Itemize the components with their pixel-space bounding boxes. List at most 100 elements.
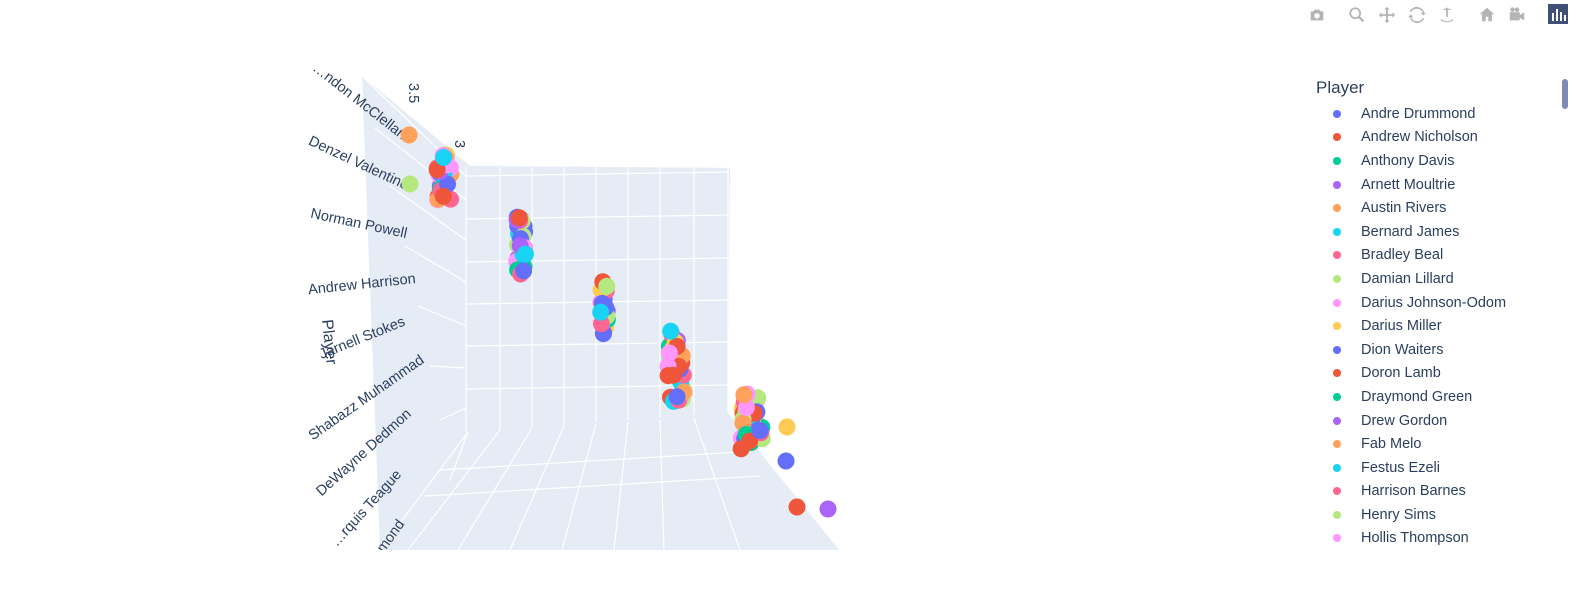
turntable-rotation-icon[interactable] — [1436, 4, 1458, 26]
legend-label: Austin Rivers — [1361, 200, 1447, 217]
data-point — [778, 418, 796, 436]
legend-swatch — [1333, 274, 1341, 283]
grid-line — [693, 417, 741, 551]
legend-item[interactable]: Austin Rivers — [1316, 196, 1556, 220]
legend-swatch — [1333, 463, 1341, 472]
data-point — [738, 399, 755, 416]
legend-item[interactable]: Festus Ezeli — [1316, 456, 1556, 480]
grid-line — [404, 245, 467, 283]
grid-line — [613, 421, 629, 551]
legend-item[interactable]: Bradley Beal — [1316, 244, 1556, 268]
legend-item[interactable]: Doron Lamb — [1316, 362, 1556, 386]
legend-swatch — [1333, 510, 1341, 519]
legend-label: Damian Lillard — [1361, 270, 1454, 287]
legend-label: Dion Waiters — [1361, 341, 1444, 358]
legend-label: Hollis Thompson — [1361, 530, 1469, 547]
legend-item[interactable]: Darius Johnson-Odom — [1316, 291, 1556, 315]
data-point — [664, 366, 682, 384]
legend: Player Andre Drummond Andrew Nicholson Ant… — [1316, 78, 1556, 550]
legend-swatch — [1333, 534, 1341, 543]
legend-swatch — [1333, 156, 1341, 165]
legend-label: Darius Johnson-Odom — [1361, 294, 1507, 311]
legend-label: Bernard James — [1361, 223, 1460, 240]
grid-line — [509, 425, 565, 551]
data-point — [751, 422, 769, 440]
legend-label: Draymond Green — [1361, 388, 1473, 405]
y-axis-title: Player — [318, 319, 340, 367]
legend-item[interactable]: Dion Waiters — [1316, 338, 1556, 362]
legend-swatch — [1333, 180, 1341, 189]
scene-clip — [0, 550, 1300, 605]
data-point — [819, 500, 837, 518]
legend-item[interactable]: Hollis Thompson — [1316, 527, 1556, 551]
legend-swatch — [1333, 298, 1341, 307]
legend-item[interactable]: Drew Gordon — [1316, 409, 1556, 433]
legend-scrollbar[interactable] — [1562, 79, 1568, 109]
legend-item[interactable]: Andrew Nicholson — [1316, 126, 1556, 150]
legend-item[interactable]: Arnett Moultrie — [1316, 173, 1556, 197]
grid-line — [457, 427, 533, 551]
data-point — [510, 209, 528, 227]
x-tick-label: 3.5 — [405, 83, 421, 103]
data-point — [400, 126, 418, 144]
x-tick-label: 3 — [451, 140, 467, 148]
legend-swatch — [1333, 369, 1341, 378]
legend-item[interactable]: Anthony Davis — [1316, 149, 1556, 173]
data-point — [662, 322, 680, 340]
pan-icon[interactable] — [1376, 4, 1398, 26]
legend-swatch — [1333, 322, 1341, 331]
y-tick-label: …ndon McClellan — [309, 60, 409, 143]
camera-icon[interactable] — [1306, 4, 1328, 26]
legend-swatch — [1333, 133, 1341, 142]
data-points — [400, 126, 837, 518]
zoom-icon[interactable] — [1346, 4, 1368, 26]
legend-items: Andre Drummond Andrew Nicholson Anthony Da… — [1316, 102, 1556, 550]
legend-label: Bradley Beal — [1361, 247, 1444, 264]
floor — [380, 412, 840, 550]
legend-item[interactable]: Fab Melo — [1316, 432, 1556, 456]
legend-swatch — [1333, 345, 1341, 354]
modebar — [1306, 4, 1536, 26]
plotly-logo-icon[interactable] — [1548, 4, 1568, 24]
grid-line — [429, 365, 467, 369]
legend-swatch — [1333, 440, 1341, 449]
data-point — [598, 277, 616, 295]
legend-item[interactable]: Harrison Barnes — [1316, 480, 1556, 504]
legend-label: Andrew Nicholson — [1361, 129, 1478, 146]
data-point — [516, 245, 534, 263]
grid-line — [659, 419, 665, 551]
legend-label: Anthony Davis — [1361, 152, 1455, 169]
orbit-rotation-icon[interactable] — [1406, 4, 1428, 26]
legend-item[interactable]: Draymond Green — [1316, 385, 1556, 409]
camera-last-save-icon[interactable] — [1506, 4, 1528, 26]
grid-line — [389, 185, 467, 241]
legend-item[interactable]: Bernard James — [1316, 220, 1556, 244]
legend-swatch — [1333, 251, 1341, 260]
legend-swatch — [1333, 487, 1341, 496]
legend-label: Darius Miller — [1361, 318, 1442, 335]
data-point — [788, 498, 806, 516]
legend-label: Festus Ezeli — [1361, 459, 1440, 476]
legend-swatch — [1333, 227, 1341, 236]
legend-label: Henry Sims — [1361, 506, 1436, 523]
legend-item[interactable]: Darius Miller — [1316, 314, 1556, 338]
grid-line — [417, 305, 467, 327]
data-point — [735, 386, 753, 404]
grid-line — [439, 407, 467, 421]
data-point — [434, 187, 452, 205]
data-point — [660, 344, 678, 362]
legend-title: Player — [1316, 78, 1365, 97]
data-point — [435, 149, 453, 166]
legend-item[interactable]: Damian Lillard — [1316, 267, 1556, 291]
grid-line — [465, 171, 729, 177]
data-point — [401, 175, 419, 193]
legend-item[interactable]: Henry Sims — [1316, 503, 1556, 527]
data-point — [668, 388, 686, 406]
grid-line — [439, 451, 741, 471]
legend-label: Harrison Barnes — [1361, 483, 1466, 500]
legend-swatch — [1333, 109, 1341, 118]
legend-swatch — [1333, 204, 1341, 213]
legend-item[interactable]: Andre Drummond — [1316, 102, 1556, 126]
home-icon[interactable] — [1476, 4, 1498, 26]
